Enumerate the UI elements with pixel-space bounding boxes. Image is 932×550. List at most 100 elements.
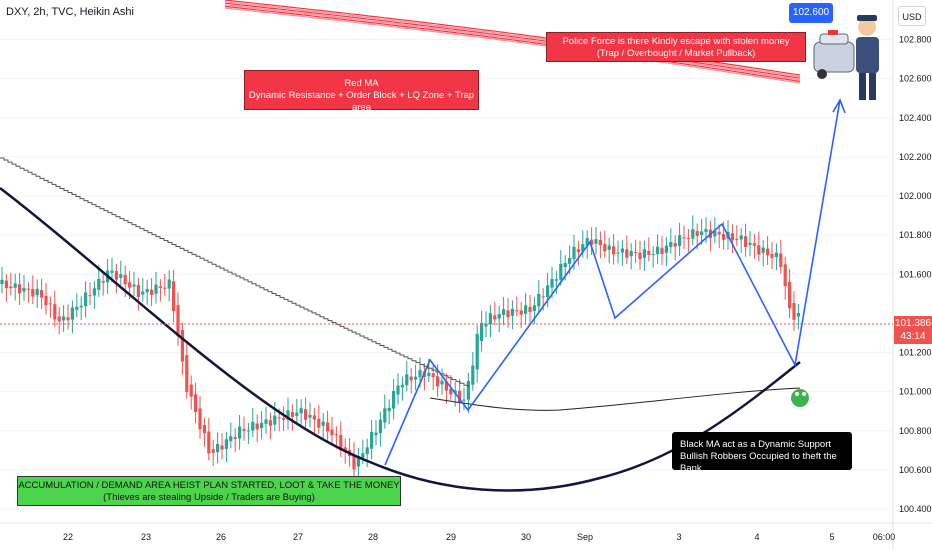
candle-body — [180, 329, 184, 362]
candle-body — [308, 414, 312, 418]
y-tick-label: 100.400 — [899, 504, 932, 514]
thin-moving-average — [429, 387, 801, 411]
candle-body — [154, 284, 158, 294]
x-tick-label: Sep — [577, 532, 593, 542]
candle-body — [339, 435, 343, 451]
candle-body — [634, 252, 638, 254]
police-note-line1: Police Force is there Kindly escape with… — [562, 36, 790, 47]
candle-body — [277, 417, 281, 419]
y-tick-label: 101.600 — [899, 269, 932, 279]
y-tick-label: 100.600 — [899, 465, 932, 475]
x-tick-label: 4 — [754, 532, 759, 542]
top-price-tag: 102.600 — [792, 7, 830, 18]
candle-body — [321, 421, 325, 426]
candle-body — [700, 231, 704, 236]
candle-body — [528, 307, 532, 312]
candle-body — [458, 390, 462, 403]
candle-body — [286, 410, 290, 420]
candle-body — [594, 239, 598, 244]
price-axis[interactable]: 102.800 102.600 102.400 102.200 102.000 101.8… — [892, 0, 932, 550]
candle-body — [251, 421, 255, 431]
candle-body — [656, 246, 660, 255]
projection-path — [384, 98, 846, 466]
candle-body — [158, 286, 162, 288]
candle-body — [541, 296, 545, 298]
candle-body — [176, 305, 180, 337]
candle-body — [585, 238, 589, 246]
candle-body — [268, 420, 272, 426]
candle-body — [484, 323, 488, 327]
candle-body — [488, 313, 492, 325]
candle-body — [436, 376, 440, 387]
candle-body — [647, 250, 651, 255]
candle-body — [62, 316, 66, 321]
candle-body — [330, 429, 334, 436]
candle-body — [748, 242, 752, 245]
candle-body — [84, 292, 88, 307]
candle-body — [97, 278, 101, 290]
candle-body — [590, 239, 594, 245]
candle-body — [356, 455, 360, 467]
candle-body — [163, 287, 167, 289]
y-tick-label: 101.800 — [899, 230, 932, 240]
step-moving-average — [0, 157, 469, 388]
x-tick-label: 28 — [368, 532, 378, 542]
red-ma-note-line2: Dynamic Resistance + Order Block + LQ Zo… — [248, 90, 475, 113]
candle-body — [57, 316, 61, 322]
black-ma-note-line1: Black MA act as a Dynamic Support — [680, 439, 832, 450]
candle-body — [224, 439, 228, 449]
x-tick-label: 23 — [141, 532, 151, 542]
candle-body — [678, 235, 682, 246]
candle-body — [334, 434, 338, 436]
candle-body — [290, 412, 294, 417]
candle-body — [326, 422, 330, 432]
candle-body — [136, 284, 140, 297]
candle-body — [638, 252, 642, 260]
candle-body — [788, 281, 792, 309]
candle-body — [396, 385, 400, 395]
candle-body — [40, 290, 44, 298]
y-tick-label: 102.000 — [899, 191, 932, 201]
candle-body — [418, 369, 422, 378]
candle-body — [449, 388, 453, 395]
y-tick-label: 101.200 — [899, 348, 932, 358]
y-tick-label: 102.600 — [899, 74, 932, 84]
candle-body — [607, 245, 611, 250]
candle-body — [123, 274, 127, 285]
candle-body — [282, 418, 286, 420]
candle-body — [757, 245, 761, 255]
candle-body — [66, 317, 70, 321]
candle-body — [75, 306, 79, 310]
candle-body — [770, 253, 774, 258]
candle-body — [260, 422, 264, 429]
candle-body — [101, 280, 105, 283]
candle-body — [48, 303, 52, 305]
candle-body — [242, 429, 246, 431]
candle-body — [295, 412, 299, 416]
candle-body — [383, 408, 387, 423]
candle-body — [427, 372, 431, 376]
candle-body — [497, 313, 501, 319]
candle-body — [576, 249, 580, 253]
candle-body — [642, 249, 646, 258]
candle-body — [502, 309, 506, 315]
candle-body — [207, 431, 211, 454]
candle-body — [431, 373, 435, 377]
accumulation-note: ACCUMULATION / DEMAND AREA HEIST PLAN ST… — [17, 476, 401, 506]
candle-body — [524, 305, 528, 314]
candle-body — [374, 432, 378, 436]
time-axis[interactable]: 22 23 26 27 28 29 30 Sep 3 4 5 06:00 — [0, 522, 932, 542]
candle-body — [365, 447, 369, 455]
candle-body — [132, 284, 136, 287]
candle-body — [581, 244, 585, 252]
candle-body — [616, 252, 620, 254]
candle-body — [568, 257, 572, 264]
candle-body — [150, 289, 154, 295]
police-officer-icon — [856, 15, 879, 100]
candle-body — [299, 408, 303, 414]
x-tick-label: 3 — [676, 532, 681, 542]
candle-body — [735, 238, 739, 240]
currency-label[interactable]: USD — [898, 6, 926, 26]
candle-body — [537, 293, 541, 307]
